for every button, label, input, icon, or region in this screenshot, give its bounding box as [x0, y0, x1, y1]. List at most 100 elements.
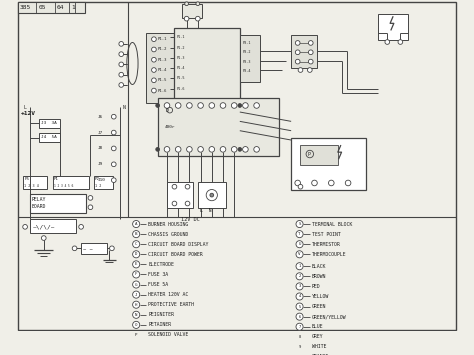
Text: P3-1: P3-1 [243, 41, 251, 45]
Circle shape [198, 103, 203, 108]
Circle shape [238, 147, 242, 151]
Circle shape [152, 37, 156, 42]
Circle shape [184, 16, 189, 21]
Text: RELAY: RELAY [32, 197, 46, 202]
Text: 6: 6 [298, 315, 301, 319]
Circle shape [79, 224, 83, 229]
Text: 64: 64 [57, 5, 64, 10]
Circle shape [152, 58, 156, 62]
Text: GREEN: GREEN [312, 304, 326, 309]
Circle shape [295, 50, 300, 55]
Circle shape [185, 184, 190, 189]
Circle shape [295, 180, 301, 186]
Text: RED: RED [312, 284, 320, 289]
Bar [240, 36, 260, 82]
Circle shape [156, 104, 160, 107]
Text: B: B [135, 232, 137, 236]
Circle shape [133, 251, 140, 258]
Circle shape [345, 180, 351, 186]
Text: THERMOCOUPLE: THERMOCOUPLE [312, 252, 346, 257]
Circle shape [111, 146, 116, 151]
Circle shape [296, 323, 303, 330]
Circle shape [254, 103, 259, 108]
Circle shape [109, 246, 114, 251]
Circle shape [296, 283, 303, 290]
Circle shape [175, 103, 181, 108]
Bar [158, 98, 279, 156]
Text: U: U [298, 242, 301, 246]
Text: 385: 385 [19, 5, 31, 10]
Circle shape [385, 40, 390, 44]
Circle shape [295, 59, 300, 64]
Circle shape [187, 103, 192, 108]
Text: CIRCUIT BOARD POWER: CIRCUIT BOARD POWER [148, 252, 203, 257]
Text: H: H [135, 303, 137, 307]
Circle shape [185, 201, 190, 206]
Text: 2: 2 [298, 274, 301, 278]
Bar [291, 138, 366, 190]
Circle shape [111, 178, 116, 182]
Circle shape [296, 333, 303, 340]
Circle shape [119, 42, 124, 46]
Circle shape [111, 162, 116, 166]
Text: 5: 5 [298, 305, 301, 308]
Text: CIRCUIT BOARD DISPLAY: CIRCUIT BOARD DISPLAY [148, 242, 209, 247]
Circle shape [298, 68, 303, 72]
Text: N: N [123, 105, 126, 110]
Circle shape [119, 62, 124, 67]
Bar [198, 182, 226, 208]
Text: P1-4: P1-4 [176, 66, 185, 70]
Text: 1: 1 [298, 264, 301, 268]
Text: HEATER 120V AC: HEATER 120V AC [148, 292, 189, 297]
Text: BOARD: BOARD [32, 204, 46, 209]
Bar [30, 194, 86, 213]
Text: P1-4: P1-4 [158, 68, 167, 72]
Text: O: O [135, 323, 137, 327]
Text: 1: 1 [71, 5, 74, 10]
Text: P1-1: P1-1 [176, 36, 185, 39]
Circle shape [187, 147, 192, 152]
Circle shape [220, 147, 226, 152]
Text: F: F [135, 272, 137, 277]
Text: L: L [23, 105, 26, 110]
Circle shape [220, 103, 226, 108]
Text: P1: P1 [54, 177, 59, 181]
Circle shape [172, 201, 177, 206]
Text: CHASSIS GROUND: CHASSIS GROUND [148, 231, 189, 237]
Text: 1 2 3 4 5 6: 1 2 3 4 5 6 [54, 184, 73, 188]
Circle shape [133, 271, 140, 278]
Circle shape [133, 311, 140, 318]
Circle shape [175, 147, 181, 152]
Circle shape [309, 59, 313, 64]
Text: P1-6: P1-6 [176, 87, 185, 91]
Circle shape [164, 147, 170, 152]
Text: P1-2: P1-2 [176, 45, 185, 50]
Circle shape [198, 147, 203, 152]
Text: P3-2: P3-2 [243, 50, 251, 54]
Circle shape [209, 103, 215, 108]
Circle shape [238, 104, 242, 107]
Text: J7: J7 [98, 131, 103, 135]
Text: P: P [135, 333, 137, 337]
Circle shape [111, 114, 116, 119]
Text: 05: 05 [39, 5, 46, 10]
Bar [94, 175, 113, 189]
Circle shape [296, 313, 303, 320]
Circle shape [152, 47, 156, 52]
Text: TERMINAL BLOCK: TERMINAL BLOCK [312, 222, 352, 226]
Text: BROWN: BROWN [312, 274, 326, 279]
Circle shape [152, 68, 156, 72]
Circle shape [243, 147, 248, 152]
Text: A: A [135, 222, 137, 226]
Circle shape [328, 180, 334, 186]
Text: D: D [165, 108, 168, 113]
Circle shape [119, 72, 124, 77]
Circle shape [296, 354, 303, 355]
Bar [167, 182, 193, 208]
Text: BLACK: BLACK [312, 264, 326, 269]
Text: PROTECTIVE EARTH: PROTECTIVE EARTH [148, 302, 194, 307]
Text: 1 2: 1 2 [95, 184, 101, 188]
Text: SOLENOID VALVE: SOLENOID VALVE [148, 332, 189, 338]
Circle shape [296, 251, 303, 258]
Text: J3  3A: J3 3A [41, 121, 57, 125]
